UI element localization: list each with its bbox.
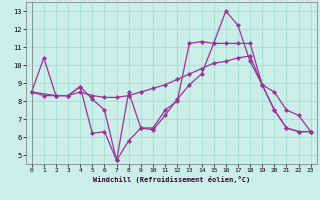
- X-axis label: Windchill (Refroidissement éolien,°C): Windchill (Refroidissement éolien,°C): [92, 176, 250, 183]
